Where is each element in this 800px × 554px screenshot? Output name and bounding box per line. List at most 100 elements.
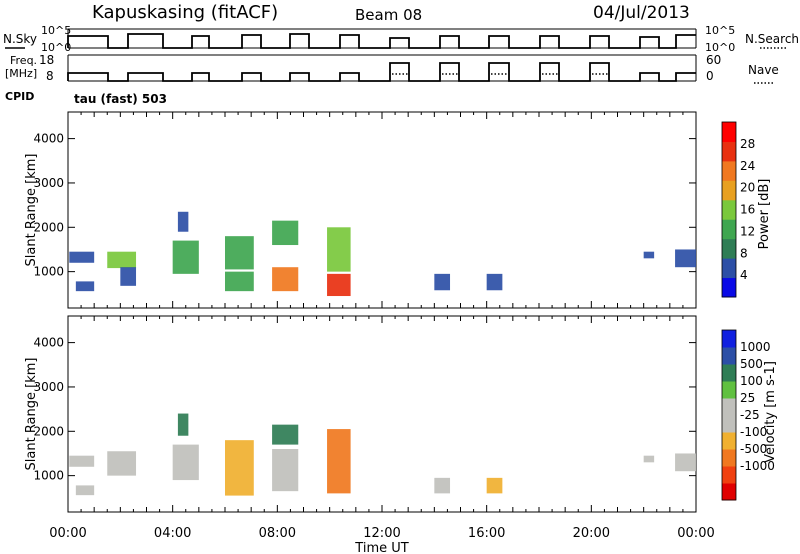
range-tick-label: 1000: [33, 265, 64, 279]
nsearch-tick-bottom: 10^0: [705, 41, 735, 54]
range-tick-label: 4000: [33, 336, 64, 350]
velocity-colorbar-swatch: [722, 381, 736, 399]
velocity-colorbar-swatch: [722, 415, 736, 433]
time-tick-label: 00:00: [677, 526, 714, 541]
power-panel: 4000 3000 2000 1000 Slant Range [km] 28 24 20…: [24, 111, 772, 309]
nave-tick-bottom: 0: [706, 69, 714, 83]
station-title: Kapuskasing (fitACF): [92, 2, 278, 23]
velocity-data: [69, 413, 696, 496]
nsearch-tick-top: 10^5: [705, 24, 735, 37]
cpid-label: CPID: [5, 90, 34, 103]
time-tick-label: 12:00: [363, 526, 400, 541]
velocity-echo-block: [177, 413, 189, 436]
velocity-colorbar-tick: 1000: [740, 340, 771, 354]
velocity-colorbar-swatch: [722, 347, 736, 365]
velocity-colorbar-tick: -500: [740, 442, 767, 456]
velocity-echo-block: [675, 453, 696, 472]
power-data: [69, 211, 696, 297]
velocity-colorbar-tick: 25: [740, 391, 755, 405]
power-colorbar-swatch: [722, 277, 736, 298]
velocity-colorbar-swatch: [722, 364, 736, 382]
power-colorbar-swatch: [722, 258, 736, 279]
velocity-colorbar: 1000 500 100 25 -25 -100 -500 -1000: [721, 329, 775, 501]
range-tick-label: 1000: [33, 469, 64, 483]
velocity-colorbar-swatch: [722, 483, 736, 501]
time-tick-label: 04:00: [154, 526, 191, 541]
power-echo-block: [486, 273, 503, 291]
velocity-colorbar-label: Velocity [m s-1]: [763, 361, 778, 463]
velocity-colorbar-tick: -25: [740, 408, 760, 422]
power-ylabel: Slant Range [km]: [24, 154, 39, 267]
velocity-axes: 4000 3000 2000 1000: [33, 316, 697, 512]
nsky-tick-bottom: 10^0: [41, 41, 71, 54]
nsky-panel: N.Sky 10^5 10^0 10^5 10^0 N.Search: [3, 24, 799, 54]
power-echo-block: [327, 273, 351, 297]
freq-label-2: [MHz]: [5, 67, 37, 80]
velocity-echo-block: [272, 449, 299, 492]
power-axes: 4000 3000 2000 1000: [33, 112, 697, 308]
nsky-tick-top: 10^5: [41, 24, 71, 37]
power-colorbar-tick: 8: [740, 246, 748, 260]
beam-label: Beam 08: [355, 6, 422, 24]
velocity-echo-block: [69, 455, 95, 467]
nave-label: Nave: [748, 63, 779, 77]
velocity-echo-block: [225, 440, 254, 496]
velocity-echo-block: [75, 485, 95, 496]
velocity-colorbar-swatch: [722, 432, 736, 450]
power-echo-block: [225, 236, 254, 270]
power-echo-block: [172, 240, 199, 274]
range-tick-label: 3000: [33, 380, 64, 394]
time-axis-label: Time UT: [354, 541, 408, 554]
nsearch-label: N.Search: [745, 32, 799, 46]
power-echo-block: [675, 249, 696, 268]
power-colorbar-label: Power [dB]: [757, 179, 772, 250]
power-colorbar-tick: 24: [740, 159, 755, 173]
nsky-trace: [67, 33, 696, 49]
power-colorbar-swatch: [722, 180, 736, 201]
velocity-panel: 4000 3000 2000 1000 Slant Range [km] 1000 50…: [24, 315, 778, 513]
power-colorbar: 28 24 20 16 12 8 4: [721, 121, 755, 298]
velocity-colorbar-swatch: [722, 466, 736, 484]
power-echo-block: [177, 211, 189, 232]
velocity-colorbar-tick: 100: [740, 374, 763, 388]
power-colorbar-swatch: [722, 160, 736, 181]
range-tick-label: 3000: [33, 176, 64, 190]
power-echo-block: [434, 273, 451, 291]
velocity-colorbar-frame: [721, 329, 737, 501]
velocity-echo-block: [643, 455, 655, 463]
power-frame: [67, 111, 697, 309]
range-tick-label: 2000: [33, 220, 64, 234]
date-label: 04/Jul/2013: [593, 3, 690, 23]
power-colorbar-swatch: [722, 238, 736, 259]
velocity-echo-block: [107, 451, 137, 476]
velocity-echo-block: [172, 444, 199, 481]
power-colorbar-tick: 4: [740, 268, 748, 282]
power-echo-block: [643, 251, 655, 259]
velocity-echo-block: [486, 477, 503, 494]
velocity-colorbar-swatch: [722, 398, 736, 416]
freq-trace: [67, 62, 696, 82]
range-tick-label: 4000: [33, 132, 64, 146]
time-tick-label: 00:00: [49, 526, 86, 541]
power-colorbar-tick: 16: [740, 203, 755, 217]
nave-tick-top: 60: [706, 53, 721, 67]
power-colorbar-tick: 12: [740, 224, 755, 238]
power-echo-block: [272, 220, 299, 246]
freq-tick-bottom: 8: [46, 69, 54, 83]
nsky-label: N.Sky: [3, 32, 37, 46]
power-colorbar-swatch: [722, 199, 736, 220]
velocity-colorbar-tick: -1000: [740, 459, 775, 473]
power-colorbar-swatch: [722, 122, 736, 142]
time-tick-label: 16:00: [468, 526, 505, 541]
time-axis: 00:00 04:00 08:00 12:00 16:00 20:00 00:00: [49, 526, 714, 541]
power-colorbar-swatch: [722, 141, 736, 162]
velocity-colorbar-tick: -100: [740, 425, 767, 439]
time-tick-label: 08:00: [259, 526, 296, 541]
power-echo-block: [107, 251, 137, 269]
velocity-colorbar-swatch: [722, 330, 736, 348]
velocity-echo-block: [327, 429, 351, 494]
power-colorbar-frame: [721, 121, 737, 298]
power-echo-block: [327, 227, 351, 272]
velocity-echo-block: [434, 477, 451, 494]
